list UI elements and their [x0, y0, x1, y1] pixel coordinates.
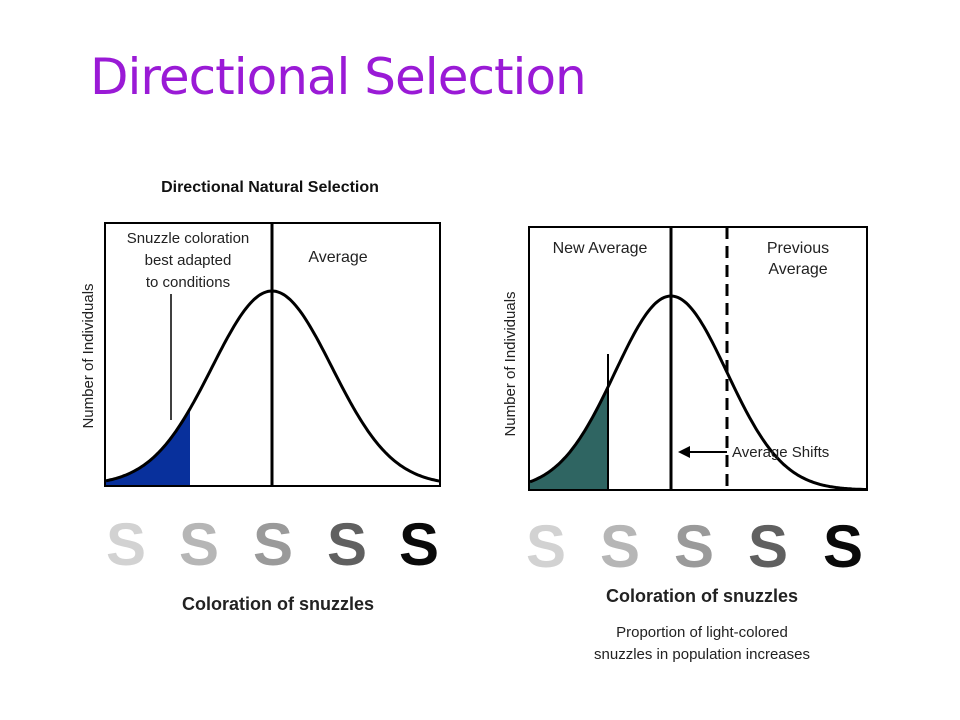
coloration-swatch-5: S [823, 513, 863, 580]
left-x-axis-label: Coloration of snuzzles [182, 594, 374, 614]
coloration-swatch-4: S [748, 513, 788, 580]
slide-title: Directional Selection [90, 48, 587, 106]
left-annotation-line-1: Snuzzle coloration [127, 230, 250, 247]
right-caption-line-2: snuzzles in population increases [594, 646, 810, 663]
coloration-swatch-2: S [600, 513, 640, 580]
right-previous-average-line-1: Previous [767, 240, 829, 257]
right-plot-frame [528, 226, 868, 491]
right-previous-average-line-2: Average [768, 261, 827, 278]
left-panel-heading: Directional Natural Selection [161, 179, 379, 196]
left-selected-region [106, 408, 190, 485]
coloration-swatch-1: S [526, 513, 566, 580]
right-shift-label: Average Shifts [732, 444, 829, 461]
coloration-swatch-5: S [399, 511, 439, 578]
coloration-swatch-3: S [253, 511, 293, 578]
coloration-swatch-2: S [179, 511, 219, 578]
right-new-average-label: New Average [553, 240, 648, 257]
right-x-axis-label: Coloration of snuzzles [606, 586, 798, 606]
left-annotation-line-2: best adapted [145, 252, 232, 269]
right-distribution-curve [529, 294, 866, 491]
coloration-swatch-1: S [106, 511, 146, 578]
coloration-swatch-4: S [327, 511, 367, 578]
average-shift-arrow [678, 446, 727, 458]
left-average-label: Average [308, 249, 367, 266]
right-y-axis-label: Number of Individuals [502, 291, 519, 436]
right-selected-region [530, 387, 608, 490]
right-caption-line-1: Proportion of light-colored [616, 624, 788, 641]
left-y-axis-label: Number of Individuals [80, 283, 97, 428]
left-annotation-line-3: to conditions [146, 274, 230, 291]
coloration-swatch-3: S [674, 513, 714, 580]
